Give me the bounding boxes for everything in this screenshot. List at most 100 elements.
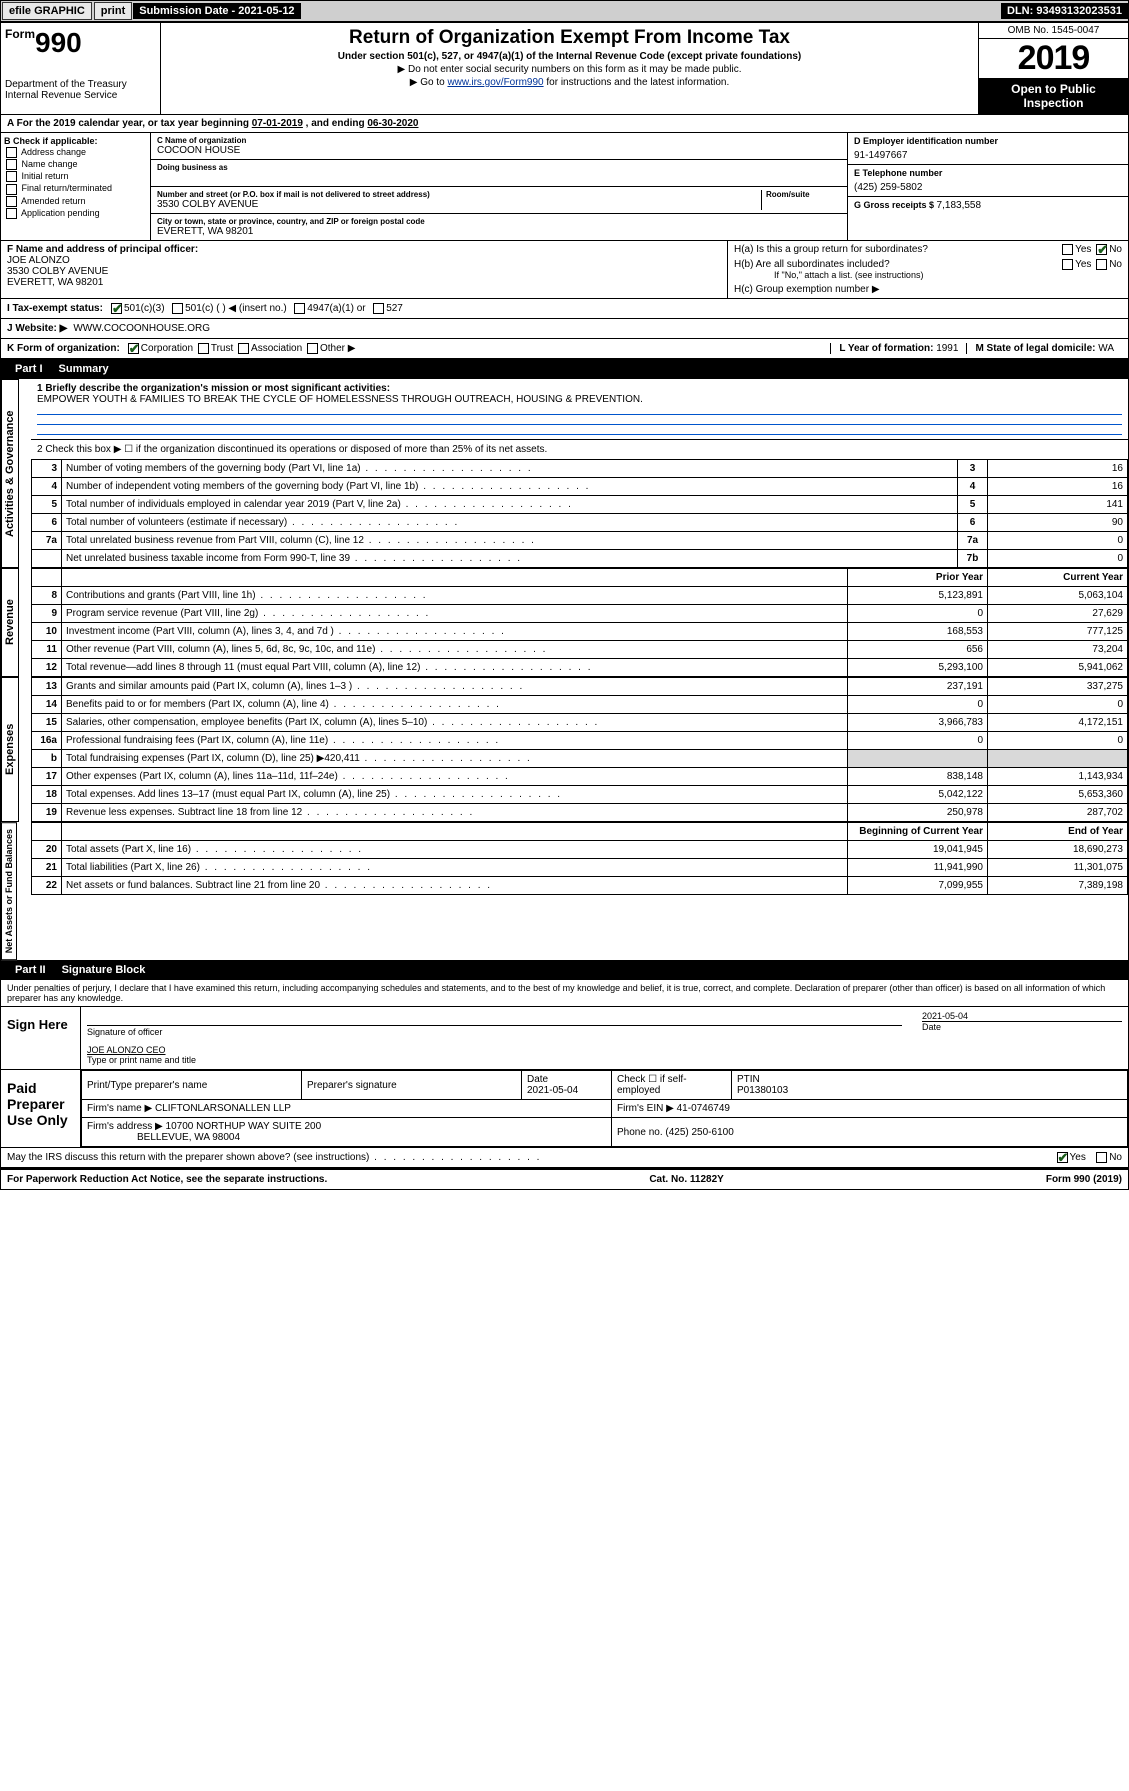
discuss-text: May the IRS discuss this return with the… — [7, 1152, 541, 1163]
paid-preparer-label: Paid Preparer Use Only — [1, 1070, 81, 1147]
prep-date: 2021-05-04 — [527, 1085, 578, 1096]
table-row: 6Total number of volunteers (estimate if… — [32, 514, 1128, 532]
discuss-yes-chk[interactable] — [1057, 1152, 1068, 1163]
gov-table: 3Number of voting members of the governi… — [31, 459, 1128, 568]
box-b: B Check if applicable: Address change Na… — [1, 133, 151, 240]
rev-table: Prior YearCurrent Year8Contributions and… — [31, 568, 1128, 677]
form-subtitle: Under section 501(c), 527, or 4947(a)(1)… — [169, 51, 970, 62]
i-label: I Tax-exempt status: — [7, 303, 103, 314]
chk-4947[interactable] — [294, 303, 305, 314]
table-row: 5Total number of individuals employed in… — [32, 496, 1128, 514]
chk-trust[interactable] — [198, 343, 209, 354]
side-rev: Revenue — [1, 568, 19, 677]
table-row: 10Investment income (Part VIII, column (… — [32, 623, 1128, 641]
paid-preparer-row: Paid Preparer Use Only Print/Type prepar… — [1, 1070, 1128, 1148]
submission-value: 2021-05-12 — [238, 5, 294, 17]
info-grid: B Check if applicable: Address change Na… — [1, 133, 1128, 241]
org-street: 3530 COLBY AVENUE — [157, 199, 761, 210]
k-assoc: Association — [251, 343, 302, 354]
k-label: K Form of organization: — [7, 343, 120, 354]
dln-label: DLN: — [1007, 5, 1036, 17]
perjury-declaration: Under penalties of perjury, I declare th… — [1, 980, 1128, 1007]
chk-501c3[interactable] — [111, 303, 122, 314]
q1-label: 1 Briefly describe the organization's mi… — [37, 383, 1122, 394]
chk-other[interactable] — [307, 343, 318, 354]
discuss-row: May the IRS discuss this return with the… — [1, 1148, 1128, 1169]
table-row: 22Net assets or fund balances. Subtract … — [32, 877, 1128, 895]
i-527: 527 — [386, 303, 403, 314]
box-deg: D Employer identification number 91-1497… — [848, 133, 1128, 240]
firm-name: CLIFTONLARSONALLEN LLP — [155, 1103, 291, 1114]
firm-addr1: 10700 NORTHUP WAY SUITE 200 — [166, 1121, 322, 1132]
goto-link-line: ▶ Go to www.irs.gov/Form990 for instruct… — [169, 77, 970, 88]
goto-post: for instructions and the latest informat… — [544, 77, 730, 88]
gross-label: G Gross receipts $ — [854, 200, 937, 210]
ein-value: 91-1497667 — [854, 150, 1122, 161]
chk-address[interactable]: Address change — [4, 147, 147, 158]
header-mid: Return of Organization Exempt From Incom… — [161, 23, 978, 114]
tax-year: 2019 — [979, 39, 1128, 78]
table-row: 14Benefits paid to or for members (Part … — [32, 696, 1128, 714]
dln-value: 93493132023531 — [1036, 5, 1122, 17]
m-value: WA — [1098, 343, 1114, 354]
section-governance: Activities & Governance 1 Briefly descri… — [1, 379, 1128, 568]
top-bar: efile GRAPHIC print Submission Date - 20… — [0, 0, 1129, 22]
chk-final[interactable]: Final return/terminated — [4, 183, 147, 194]
print-btn[interactable]: print — [94, 2, 132, 20]
side-net: Net Assets or Fund Balances — [1, 822, 17, 960]
form-number: Form990 — [5, 27, 156, 59]
chk-corp[interactable] — [128, 343, 139, 354]
prep-sig-label: Preparer's signature — [307, 1080, 397, 1091]
efile-btn[interactable]: efile GRAPHIC — [2, 2, 92, 20]
period-b: , and ending — [306, 118, 368, 129]
period-end: 06-30-2020 — [367, 118, 418, 129]
footer-mid: Cat. No. 11282Y — [649, 1174, 723, 1185]
net-table: Beginning of Current YearEnd of Year20To… — [31, 822, 1128, 895]
ptin-value: P01380103 — [737, 1085, 788, 1096]
officer-name-title: JOE ALONZO CEO — [87, 1045, 1122, 1055]
open-public-badge: Open to Public Inspection — [979, 78, 1128, 114]
part2-header: Part II Signature Block — [1, 960, 1128, 980]
section-revenue: Revenue Prior YearCurrent Year8Contribut… — [1, 568, 1128, 677]
firm-ein: 41-0746749 — [677, 1103, 730, 1114]
hc-text: H(c) Group exemption number ▶ — [734, 284, 1122, 295]
table-row: Net unrelated business taxable income fr… — [32, 550, 1128, 568]
officer-street: 3530 COLBY AVENUE — [7, 266, 721, 277]
period-row: A For the 2019 calendar year, or tax yea… — [1, 115, 1128, 133]
paid-preparer-table: Print/Type preparer's name Preparer's si… — [81, 1070, 1128, 1147]
room-label: Room/suite — [766, 190, 841, 199]
table-row: 11Other revenue (Part VIII, column (A), … — [32, 641, 1128, 659]
gross-value: 7,183,558 — [937, 200, 982, 211]
table-row: 13Grants and similar amounts paid (Part … — [32, 678, 1128, 696]
goto-pre: ▶ Go to — [410, 77, 448, 88]
irs-link[interactable]: www.irs.gov/Form990 — [447, 77, 543, 88]
chk-name[interactable]: Name change — [4, 159, 147, 170]
m-label: M State of legal domicile: — [975, 343, 1098, 354]
box-c: C Name of organization COCOON HOUSE Doin… — [151, 133, 848, 240]
table-row: 15Salaries, other compensation, employee… — [32, 714, 1128, 732]
chk-501c[interactable] — [172, 303, 183, 314]
chk-pending[interactable]: Application pending — [4, 208, 147, 219]
part1-tab: Part I — [9, 361, 49, 377]
discuss-no-chk[interactable] — [1096, 1152, 1107, 1163]
sig-date-label: Date — [922, 1021, 1122, 1032]
sign-here-body: Signature of officer 2021-05-04 Date JOE… — [81, 1007, 1128, 1069]
chk-assoc[interactable] — [238, 343, 249, 354]
dept-treasury: Department of the Treasury — [5, 79, 156, 90]
side-gov: Activities & Governance — [1, 379, 19, 568]
chk-initial[interactable]: Initial return — [4, 171, 147, 182]
chk-amended[interactable]: Amended return — [4, 196, 147, 207]
hb-text: H(b) Are all subordinates included? — [734, 259, 890, 270]
k-trust: Trust — [211, 343, 233, 354]
part1-title: Summary — [59, 363, 109, 375]
self-employed: Check ☐ if self-employed — [617, 1074, 687, 1096]
ha-yes: Yes — [1075, 244, 1091, 255]
firm-addr-label: Firm's address ▶ — [87, 1121, 166, 1132]
header-right: OMB No. 1545-0047 2019 Open to Public In… — [978, 23, 1128, 114]
form-990: Form990 Department of the Treasury Inter… — [0, 22, 1129, 1190]
chk-527[interactable] — [373, 303, 384, 314]
table-row: 4Number of independent voting members of… — [32, 478, 1128, 496]
irs-label: Internal Revenue Service — [5, 90, 156, 101]
table-row: 8Contributions and grants (Part VIII, li… — [32, 587, 1128, 605]
footer-right: Form 990 (2019) — [1046, 1174, 1122, 1185]
